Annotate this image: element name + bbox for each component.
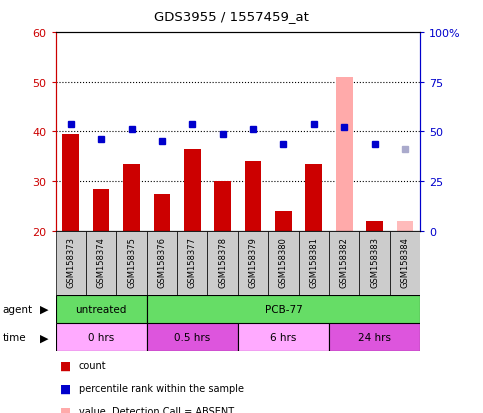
Bar [86,231,116,295]
Text: untreated: untreated [75,304,127,314]
Bar [329,323,420,351]
Bar [336,78,353,231]
Text: ▶: ▶ [40,332,49,342]
Bar [177,231,208,295]
Bar [184,150,200,231]
Text: GSM158381: GSM158381 [309,236,318,287]
Text: GSM158373: GSM158373 [66,236,75,287]
Text: GSM158383: GSM158383 [370,236,379,287]
Text: ■: ■ [60,358,71,372]
Text: ▶: ▶ [40,304,49,314]
Text: GSM158378: GSM158378 [218,236,227,287]
Text: 0.5 hrs: 0.5 hrs [174,332,211,342]
Text: GSM158374: GSM158374 [97,236,106,287]
Text: GSM158380: GSM158380 [279,236,288,287]
Text: time: time [2,332,26,342]
Text: agent: agent [2,304,32,314]
Text: GDS3955 / 1557459_at: GDS3955 / 1557459_at [155,10,309,23]
Bar [56,323,147,351]
Text: GSM158384: GSM158384 [400,236,410,287]
Text: ■: ■ [60,382,71,395]
Bar [245,162,261,231]
Bar [56,231,86,295]
Bar [268,231,298,295]
Text: 6 hrs: 6 hrs [270,332,297,342]
Bar [390,231,420,295]
Bar [238,323,329,351]
Bar [329,231,359,295]
Bar [147,323,238,351]
Text: GSM158375: GSM158375 [127,236,136,287]
Text: value, Detection Call = ABSENT: value, Detection Call = ABSENT [79,406,234,413]
Bar [56,295,147,323]
Bar [93,189,110,231]
Bar [397,221,413,231]
Bar [305,164,322,231]
Bar [275,211,292,231]
Text: GSM158379: GSM158379 [249,236,257,287]
Bar [366,221,383,231]
Text: PCB-77: PCB-77 [265,304,302,314]
Text: ■: ■ [60,405,71,413]
Bar [62,135,79,231]
Bar [214,182,231,231]
Bar [147,295,420,323]
Bar [208,231,238,295]
Bar [238,231,268,295]
Bar [154,194,170,231]
Text: GSM158382: GSM158382 [340,236,349,287]
Text: 0 hrs: 0 hrs [88,332,114,342]
Bar [123,164,140,231]
Bar [116,231,147,295]
Bar [359,231,390,295]
Bar [147,231,177,295]
Bar [298,231,329,295]
Text: GSM158376: GSM158376 [157,236,167,287]
Text: GSM158377: GSM158377 [188,236,197,287]
Text: 24 hrs: 24 hrs [358,332,391,342]
Text: percentile rank within the sample: percentile rank within the sample [79,383,244,393]
Text: count: count [79,360,106,370]
